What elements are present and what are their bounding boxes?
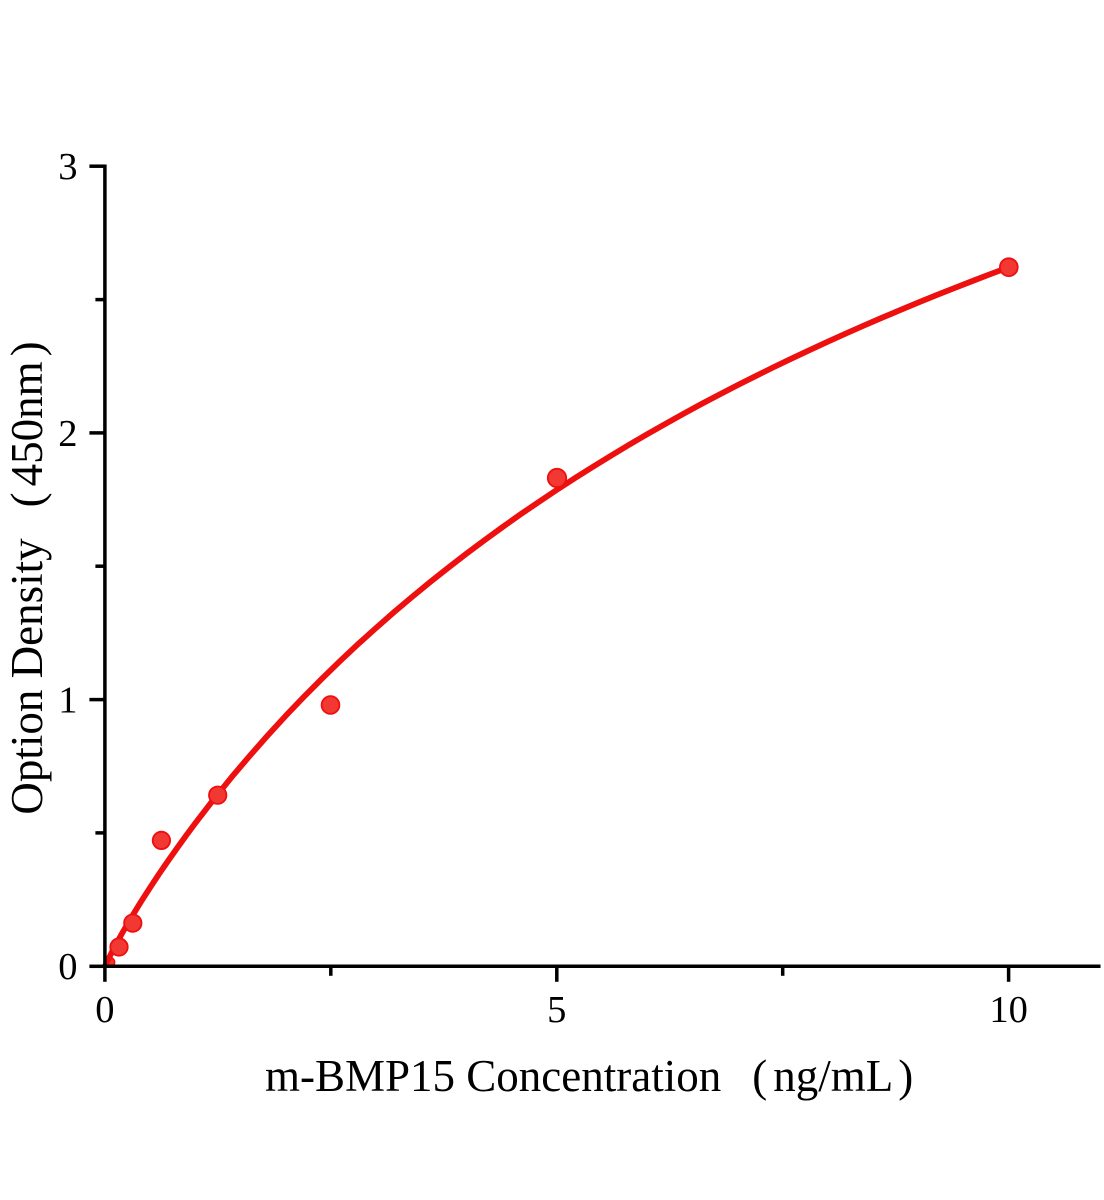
svg-text:2: 2 [58, 413, 77, 455]
svg-text:0: 0 [95, 989, 114, 1031]
svg-text:3: 3 [58, 146, 77, 188]
svg-text:1: 1 [58, 680, 77, 722]
svg-text:10: 10 [989, 989, 1028, 1031]
svg-text:5: 5 [547, 989, 566, 1031]
svg-text:0: 0 [58, 946, 77, 988]
svg-text:m-BMP15 Concentration(ng/mL): m-BMP15 Concentration(ng/mL) [265, 1051, 913, 1101]
svg-text:Option Density(450nm): Option Density(450nm) [2, 341, 52, 814]
